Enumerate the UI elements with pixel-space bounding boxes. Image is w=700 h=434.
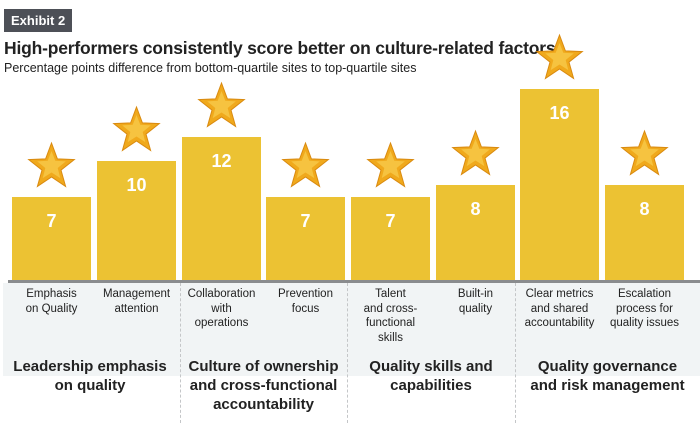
bar <box>436 185 515 281</box>
group-label: Quality skills and capabilities <box>347 357 515 395</box>
star-icon <box>281 141 330 188</box>
category-label-line: functional <box>365 317 416 329</box>
category-label: Built-in quality <box>433 287 519 316</box>
category-label-line: with <box>211 302 232 315</box>
category-band <box>3 283 700 376</box>
category-label: Prevention focus <box>263 287 349 316</box>
group-label-line: Culture of ownership <box>188 358 339 375</box>
category-label-line: Talent <box>375 288 406 300</box>
category-label-line: Management <box>102 288 171 300</box>
data-label: 7 <box>385 211 395 231</box>
group-label-line: and cross-functional <box>189 377 338 394</box>
category-label-line: skills <box>378 331 403 344</box>
category-label: Emphasis on Quality <box>9 287 95 316</box>
group-label-line: and risk management <box>530 377 685 394</box>
category-label: Collaboration with operations <box>179 287 265 331</box>
bar <box>605 185 684 281</box>
star-icon <box>451 129 500 176</box>
category-label-line: Escalation <box>617 288 672 300</box>
chart-subtitle: Percentage points difference from bottom… <box>4 61 417 75</box>
category-label-line: quality issues <box>609 317 680 329</box>
category-label: Clear metrics and shared accountability <box>517 287 603 331</box>
group-label-line: on quality <box>54 377 126 394</box>
bar <box>182 137 261 281</box>
category-label-line: Collaboration <box>187 288 256 300</box>
group-divider <box>347 283 348 423</box>
data-label: 8 <box>639 199 649 219</box>
chart-title: High-performers consistently score bette… <box>4 38 556 58</box>
group-divider <box>180 283 181 423</box>
star-icon <box>620 129 669 176</box>
category-label: Escalation process for quality issues <box>602 287 688 331</box>
data-label: 10 <box>126 175 146 195</box>
bar <box>97 161 176 281</box>
category-label-line: process for <box>616 302 673 315</box>
star-icon <box>366 141 415 188</box>
data-label: 8 <box>470 199 480 219</box>
category-label-line: Built-in <box>457 288 494 300</box>
bar <box>520 89 599 281</box>
data-label: 7 <box>300 211 310 231</box>
bar <box>266 197 345 281</box>
exhibit-label: Exhibit 2 <box>4 9 73 32</box>
category-label-line: and shared <box>530 302 589 315</box>
bar <box>12 197 91 281</box>
category-label: Talent and cross-functional skills <box>348 287 434 345</box>
star-icon <box>197 81 246 128</box>
star-icon <box>27 141 76 188</box>
category-label-line: operations <box>194 317 249 329</box>
category-label-line: attention <box>114 302 159 315</box>
category-label-line: focus <box>291 302 320 315</box>
bar <box>351 197 430 281</box>
category-label-line: on Quality <box>25 302 78 315</box>
x-axis-line <box>8 280 700 283</box>
group-label-line: Leadership emphasis <box>13 358 167 375</box>
group-divider <box>515 283 516 423</box>
category-label-line: Emphasis <box>26 288 77 300</box>
star-icon <box>112 105 161 152</box>
category-label-line: Clear metrics <box>525 288 594 300</box>
group-label-line: Quality skills and <box>369 358 493 375</box>
group-label: Culture of ownership and cross-functional… <box>180 357 347 414</box>
group-label-line: capabilities <box>390 377 472 394</box>
data-label: 12 <box>211 151 231 171</box>
category-label-line: accountability <box>524 317 595 329</box>
data-label: 16 <box>549 103 569 123</box>
star-icon <box>535 33 584 80</box>
data-label: 7 <box>46 211 56 231</box>
group-label-line: Quality governance <box>537 358 678 375</box>
group-label-line: accountability <box>213 396 314 413</box>
group-label: Leadership emphasis on quality <box>2 357 178 395</box>
category-label-line: quality <box>458 302 493 315</box>
category-label-line: and cross- <box>363 302 418 315</box>
category-label: Management attention <box>94 287 180 316</box>
category-label-line: Prevention <box>278 288 333 300</box>
group-label: Quality governance and risk management <box>515 357 700 395</box>
